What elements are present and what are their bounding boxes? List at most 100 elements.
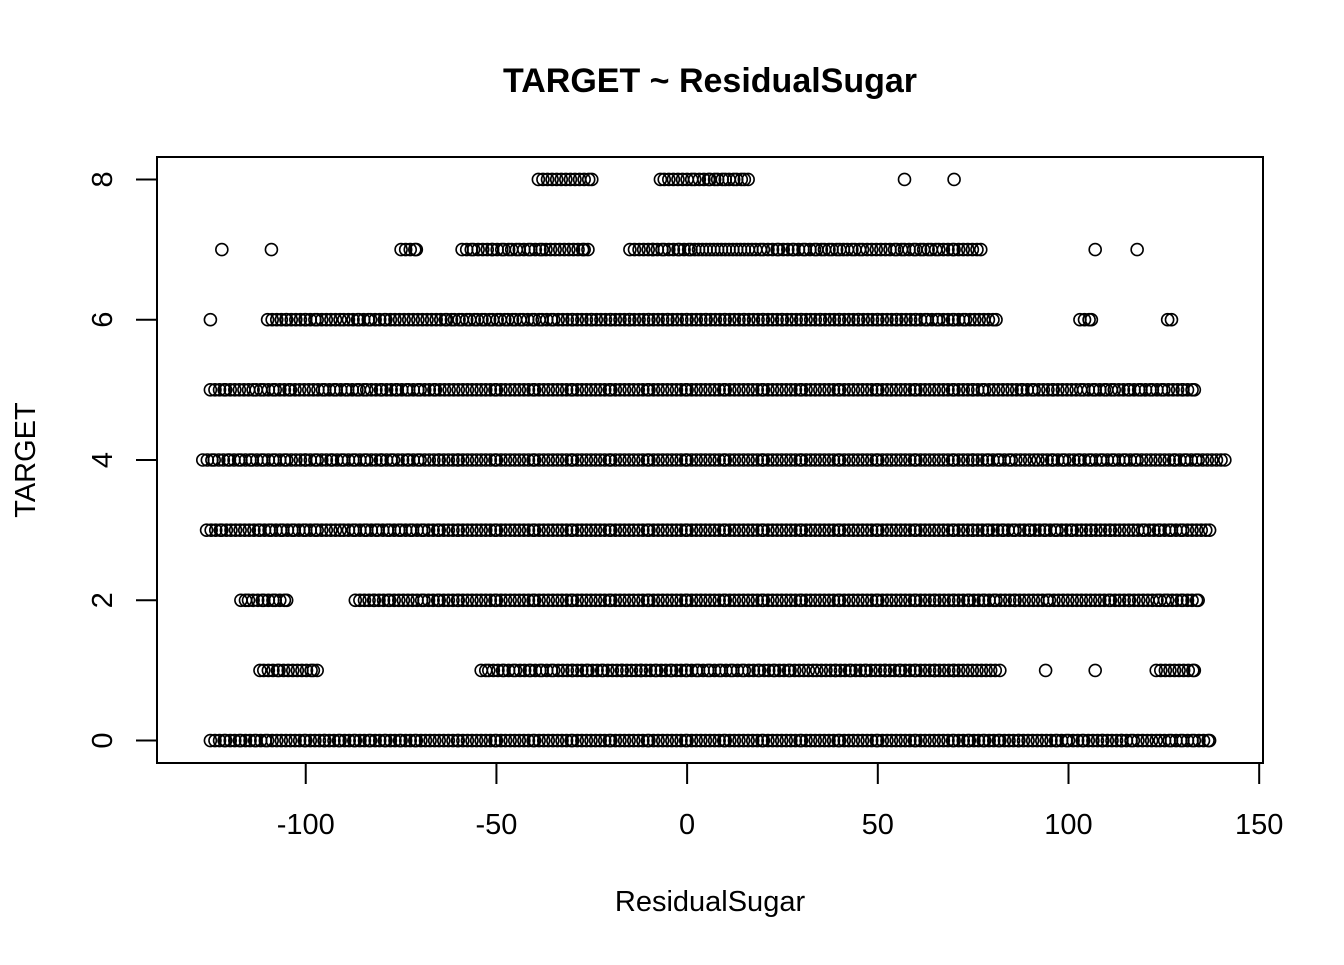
- data-point: [817, 383, 832, 397]
- data-point: [536, 383, 551, 397]
- data-point: [1130, 242, 1144, 257]
- data-point: [967, 312, 982, 327]
- data-point: [1202, 733, 1217, 748]
- data-point: [521, 383, 536, 397]
- data-point: [1127, 593, 1141, 608]
- data-point: [460, 523, 475, 537]
- data-point: [871, 453, 885, 467]
- data-point: [1022, 593, 1036, 608]
- data-point: [803, 453, 818, 467]
- data-point: [788, 383, 803, 397]
- data-point: [947, 523, 961, 537]
- data-point: [951, 663, 966, 678]
- data-point: [794, 453, 809, 467]
- data-point: [941, 523, 955, 537]
- data-point: [503, 453, 517, 467]
- data-point: [723, 453, 737, 467]
- data-point: [555, 663, 570, 678]
- data-point: [986, 733, 1001, 748]
- data-point: [608, 593, 623, 608]
- data-point: [265, 733, 279, 748]
- data-point: [631, 523, 646, 537]
- data-point: [396, 593, 411, 608]
- data-point: [671, 172, 685, 187]
- data-point: [298, 733, 313, 748]
- data-point: [1012, 523, 1027, 537]
- data-point: [651, 312, 665, 327]
- data-point: [465, 733, 479, 748]
- data-point: [475, 242, 490, 257]
- data-point: [289, 453, 303, 467]
- data-point: [897, 172, 912, 187]
- data-point: [718, 383, 733, 397]
- data-point: [427, 733, 442, 748]
- data-point: [382, 593, 397, 608]
- data-point: [750, 523, 765, 537]
- data-point: [1158, 663, 1173, 678]
- data-point: [605, 663, 620, 678]
- data-point: [967, 733, 981, 748]
- data-point: [581, 663, 595, 678]
- data-point: [512, 593, 527, 608]
- data-point: [851, 312, 866, 327]
- data-point: [617, 312, 632, 327]
- data-point: [528, 242, 543, 257]
- data-point: [761, 312, 775, 327]
- data-point: [871, 733, 885, 748]
- data-point: [517, 523, 531, 537]
- data-point: [1025, 733, 1040, 748]
- y-tick-label: 6: [87, 312, 119, 328]
- data-point: [554, 172, 569, 187]
- data-point: [918, 593, 932, 608]
- data-point: [228, 383, 242, 397]
- data-point: [927, 523, 942, 537]
- data-point: [1047, 593, 1061, 608]
- data-point: [604, 733, 618, 748]
- chart-title: TARGET ~ ResidualSugar: [503, 62, 917, 100]
- data-point: [481, 663, 496, 678]
- data-point: [977, 733, 992, 748]
- data-point: [584, 172, 599, 187]
- data-point: [446, 383, 461, 397]
- data-point: [765, 453, 780, 467]
- data-point: [680, 733, 694, 748]
- data-point: [1157, 383, 1171, 397]
- data-point: [989, 593, 1003, 608]
- data-point: [1032, 523, 1047, 537]
- data-point: [703, 383, 717, 397]
- data-point: [207, 453, 222, 467]
- data-point: [864, 242, 879, 257]
- data-point: [665, 383, 679, 397]
- data-point: [736, 383, 751, 397]
- data-point: [1200, 453, 1215, 467]
- data-point: [770, 312, 784, 327]
- data-point: [549, 172, 564, 187]
- data-point: [803, 312, 818, 327]
- data-point: [422, 453, 437, 467]
- data-point: [983, 663, 998, 678]
- data-point: [1194, 523, 1209, 537]
- data-point: [777, 663, 791, 678]
- data-point: [732, 383, 746, 397]
- data-point: [962, 733, 977, 748]
- data-point: [646, 593, 661, 608]
- data-point: [436, 453, 451, 467]
- data-point: [732, 523, 746, 537]
- data-point: [433, 383, 447, 397]
- data-point: [456, 733, 470, 748]
- data-point: [456, 453, 470, 467]
- data-point: [880, 523, 894, 537]
- data-point: [1036, 383, 1051, 397]
- data-point: [856, 312, 871, 327]
- data-point: [989, 312, 1003, 327]
- data-point: [1017, 593, 1032, 608]
- data-point: [1191, 593, 1205, 608]
- data-point: [391, 593, 406, 608]
- data-point: [982, 383, 996, 397]
- data-point: [1149, 663, 1164, 678]
- data-point: [1192, 733, 1206, 748]
- data-point: [212, 383, 227, 397]
- data-point: [436, 523, 451, 537]
- data-point: [575, 593, 589, 608]
- data-point: [333, 523, 347, 537]
